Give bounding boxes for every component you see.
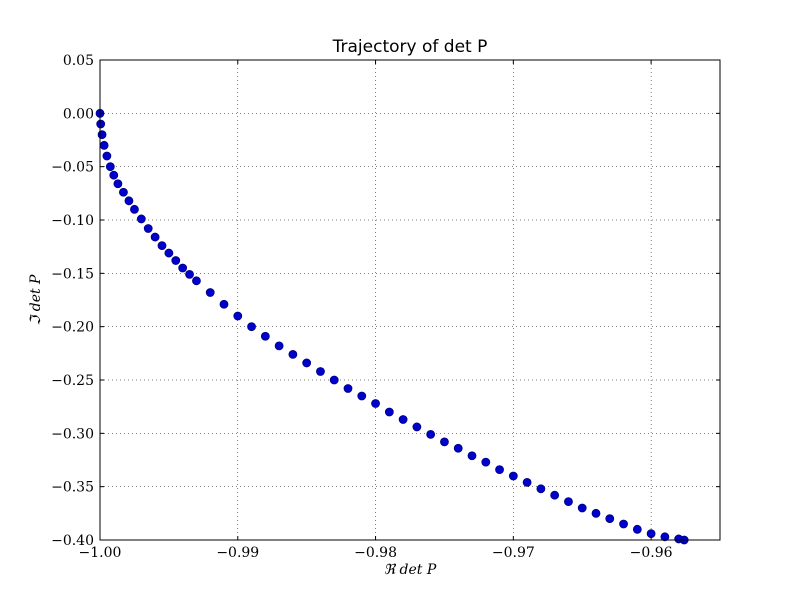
data-point [508, 471, 518, 481]
data-point [136, 214, 146, 224]
y-tick-label: −0.30 [51, 426, 94, 442]
data-point [97, 130, 107, 140]
data-point [105, 162, 115, 172]
data-point [384, 407, 394, 417]
chart-title: Trajectory of det P [332, 37, 488, 57]
data-point [288, 349, 298, 359]
y-tick-label: 0.05 [63, 53, 94, 69]
y-tick-label: −0.05 [51, 160, 94, 176]
data-point [219, 299, 229, 309]
y-tick-label: 0.00 [63, 106, 94, 122]
data-point [185, 269, 194, 279]
data-point [343, 384, 353, 393]
data-point [357, 391, 367, 401]
data-point [467, 451, 477, 461]
data-point [274, 341, 284, 351]
x-tick-label: −0.97 [492, 545, 535, 561]
data-point [591, 508, 601, 518]
data-point [619, 519, 628, 529]
data-point [302, 358, 312, 368]
data-point [453, 443, 463, 453]
y-tick-label: −0.35 [51, 480, 94, 496]
data-point [102, 151, 112, 161]
data-point [660, 532, 670, 542]
grid-lines [99, 59, 720, 541]
ticks: −1.00 −0.99 −0.98 −0.97 −0.96 0.05 0.00 −0.05 −0… [51, 53, 720, 561]
data-point [632, 524, 642, 534]
x-axis-label: ℜ det P [384, 562, 437, 578]
data-point [109, 170, 119, 180]
data-point [192, 276, 201, 286]
x-tick-label: −0.99 [216, 545, 259, 561]
x-tick-label: −1.00 [79, 545, 122, 561]
data-points [95, 108, 689, 545]
data-point [440, 437, 449, 447]
data-point [164, 248, 174, 258]
data-point [247, 322, 256, 332]
x-tick-label: −0.98 [354, 545, 397, 561]
data-point [171, 256, 181, 265]
data-point [124, 196, 134, 206]
data-point [605, 514, 615, 524]
data-point [260, 331, 270, 341]
data-point [371, 399, 380, 408]
data-point [550, 490, 560, 500]
data-point [178, 263, 188, 273]
data-point [481, 457, 491, 467]
data-point [233, 311, 243, 321]
data-point [157, 241, 167, 251]
data-point [564, 497, 573, 507]
data-point [99, 140, 109, 150]
y-tick-label: −0.20 [51, 320, 94, 336]
data-point [316, 367, 325, 376]
data-point [119, 187, 128, 197]
plot-frame [99, 59, 721, 541]
y-tick-label: −0.25 [51, 373, 94, 389]
data-point [412, 422, 422, 432]
x-tick-label: −0.96 [630, 545, 673, 561]
data-point [522, 477, 532, 487]
data-point [143, 224, 153, 233]
data-point [130, 204, 139, 214]
data-point [426, 429, 436, 439]
data-point [577, 503, 587, 513]
data-point [329, 375, 339, 385]
y-tick-label: −0.15 [51, 266, 94, 282]
data-point [96, 119, 106, 129]
data-point [398, 415, 408, 424]
data-point [113, 179, 123, 189]
data-point [495, 465, 504, 475]
data-point [536, 484, 546, 494]
y-tick-label: −0.40 [51, 533, 94, 549]
y-axis-label: ℑ det P [28, 274, 44, 326]
y-tick-label: −0.10 [51, 213, 94, 229]
data-point [150, 232, 160, 242]
data-point [205, 288, 215, 297]
